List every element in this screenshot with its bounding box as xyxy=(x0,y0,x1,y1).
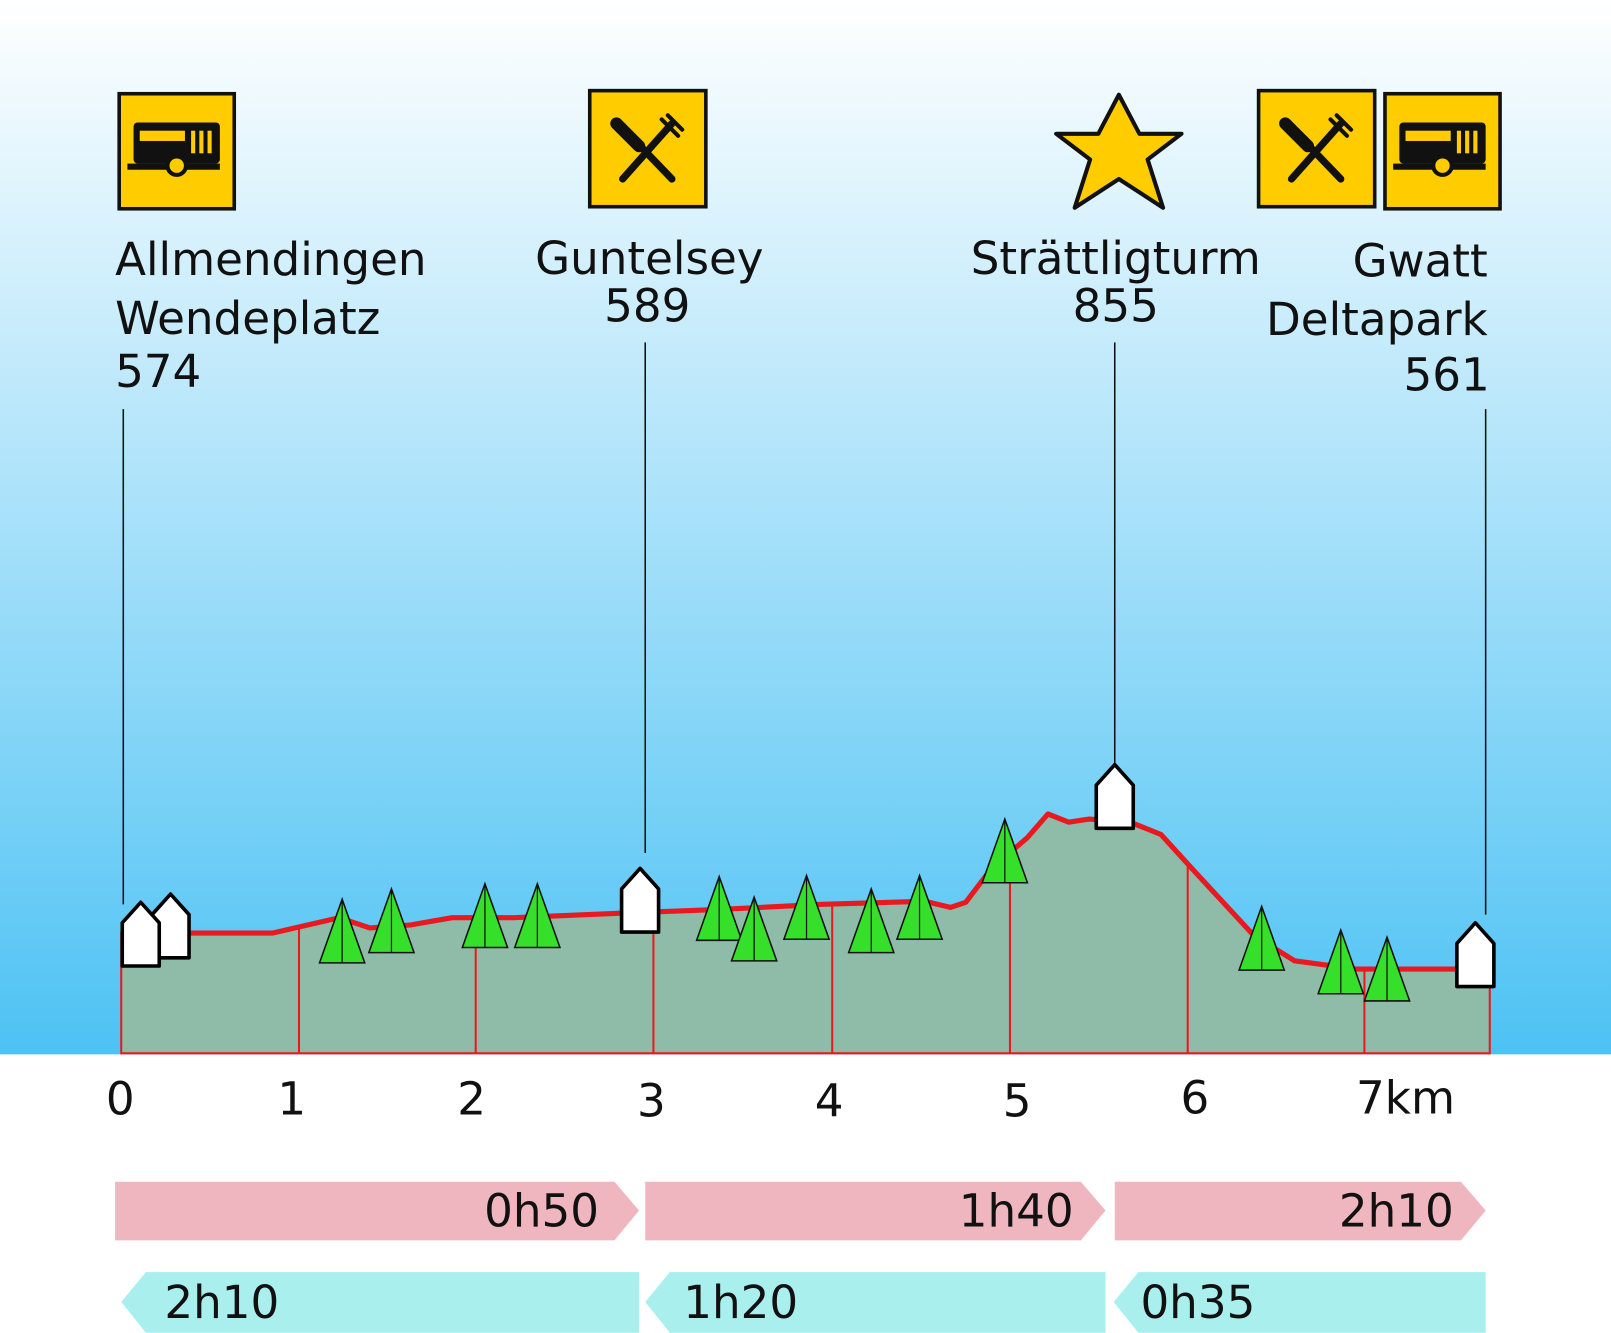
km-label: 0 xyxy=(106,1073,135,1126)
icons xyxy=(117,88,1502,211)
km-label: 1 xyxy=(277,1073,306,1126)
km-label: 5 xyxy=(1003,1075,1032,1128)
stop-name: Deltapark xyxy=(1266,293,1489,346)
time-label: 2h10 xyxy=(1339,1185,1454,1238)
leader-lines xyxy=(122,342,1487,915)
route-line xyxy=(121,811,1490,972)
km-axis: 0 1 2 3 4 5 6 7km xyxy=(106,1072,1455,1128)
stop-name: Wendeplatz xyxy=(115,292,380,345)
stop-elevation: 561 xyxy=(1404,348,1490,401)
km-label: 7km xyxy=(1356,1072,1455,1125)
km-label: 2 xyxy=(457,1073,486,1126)
backward-times: 2h10 1h20 0h35 xyxy=(121,1272,1486,1333)
time-label: 1h20 xyxy=(683,1276,798,1329)
stop-name: Guntelsey xyxy=(535,232,763,285)
time-label: 0h50 xyxy=(484,1185,599,1238)
time-label: 0h35 xyxy=(1140,1276,1255,1329)
stop-name: Gwatt xyxy=(1353,234,1488,287)
km-label: 4 xyxy=(815,1075,844,1128)
km-label: 6 xyxy=(1181,1072,1210,1125)
stop-name: Allmendingen xyxy=(115,233,426,286)
forward-times: 0h50 1h40 2h10 xyxy=(115,1181,1486,1241)
time-label: 2h10 xyxy=(164,1276,279,1329)
stop-elevation: 574 xyxy=(115,345,201,398)
stop-name: Strättligturm xyxy=(971,232,1261,285)
km-label: 3 xyxy=(637,1075,666,1128)
time-label: 1h40 xyxy=(959,1185,1074,1238)
stop-elevation: 855 xyxy=(1073,279,1159,332)
stop-elevation: 589 xyxy=(604,279,690,332)
